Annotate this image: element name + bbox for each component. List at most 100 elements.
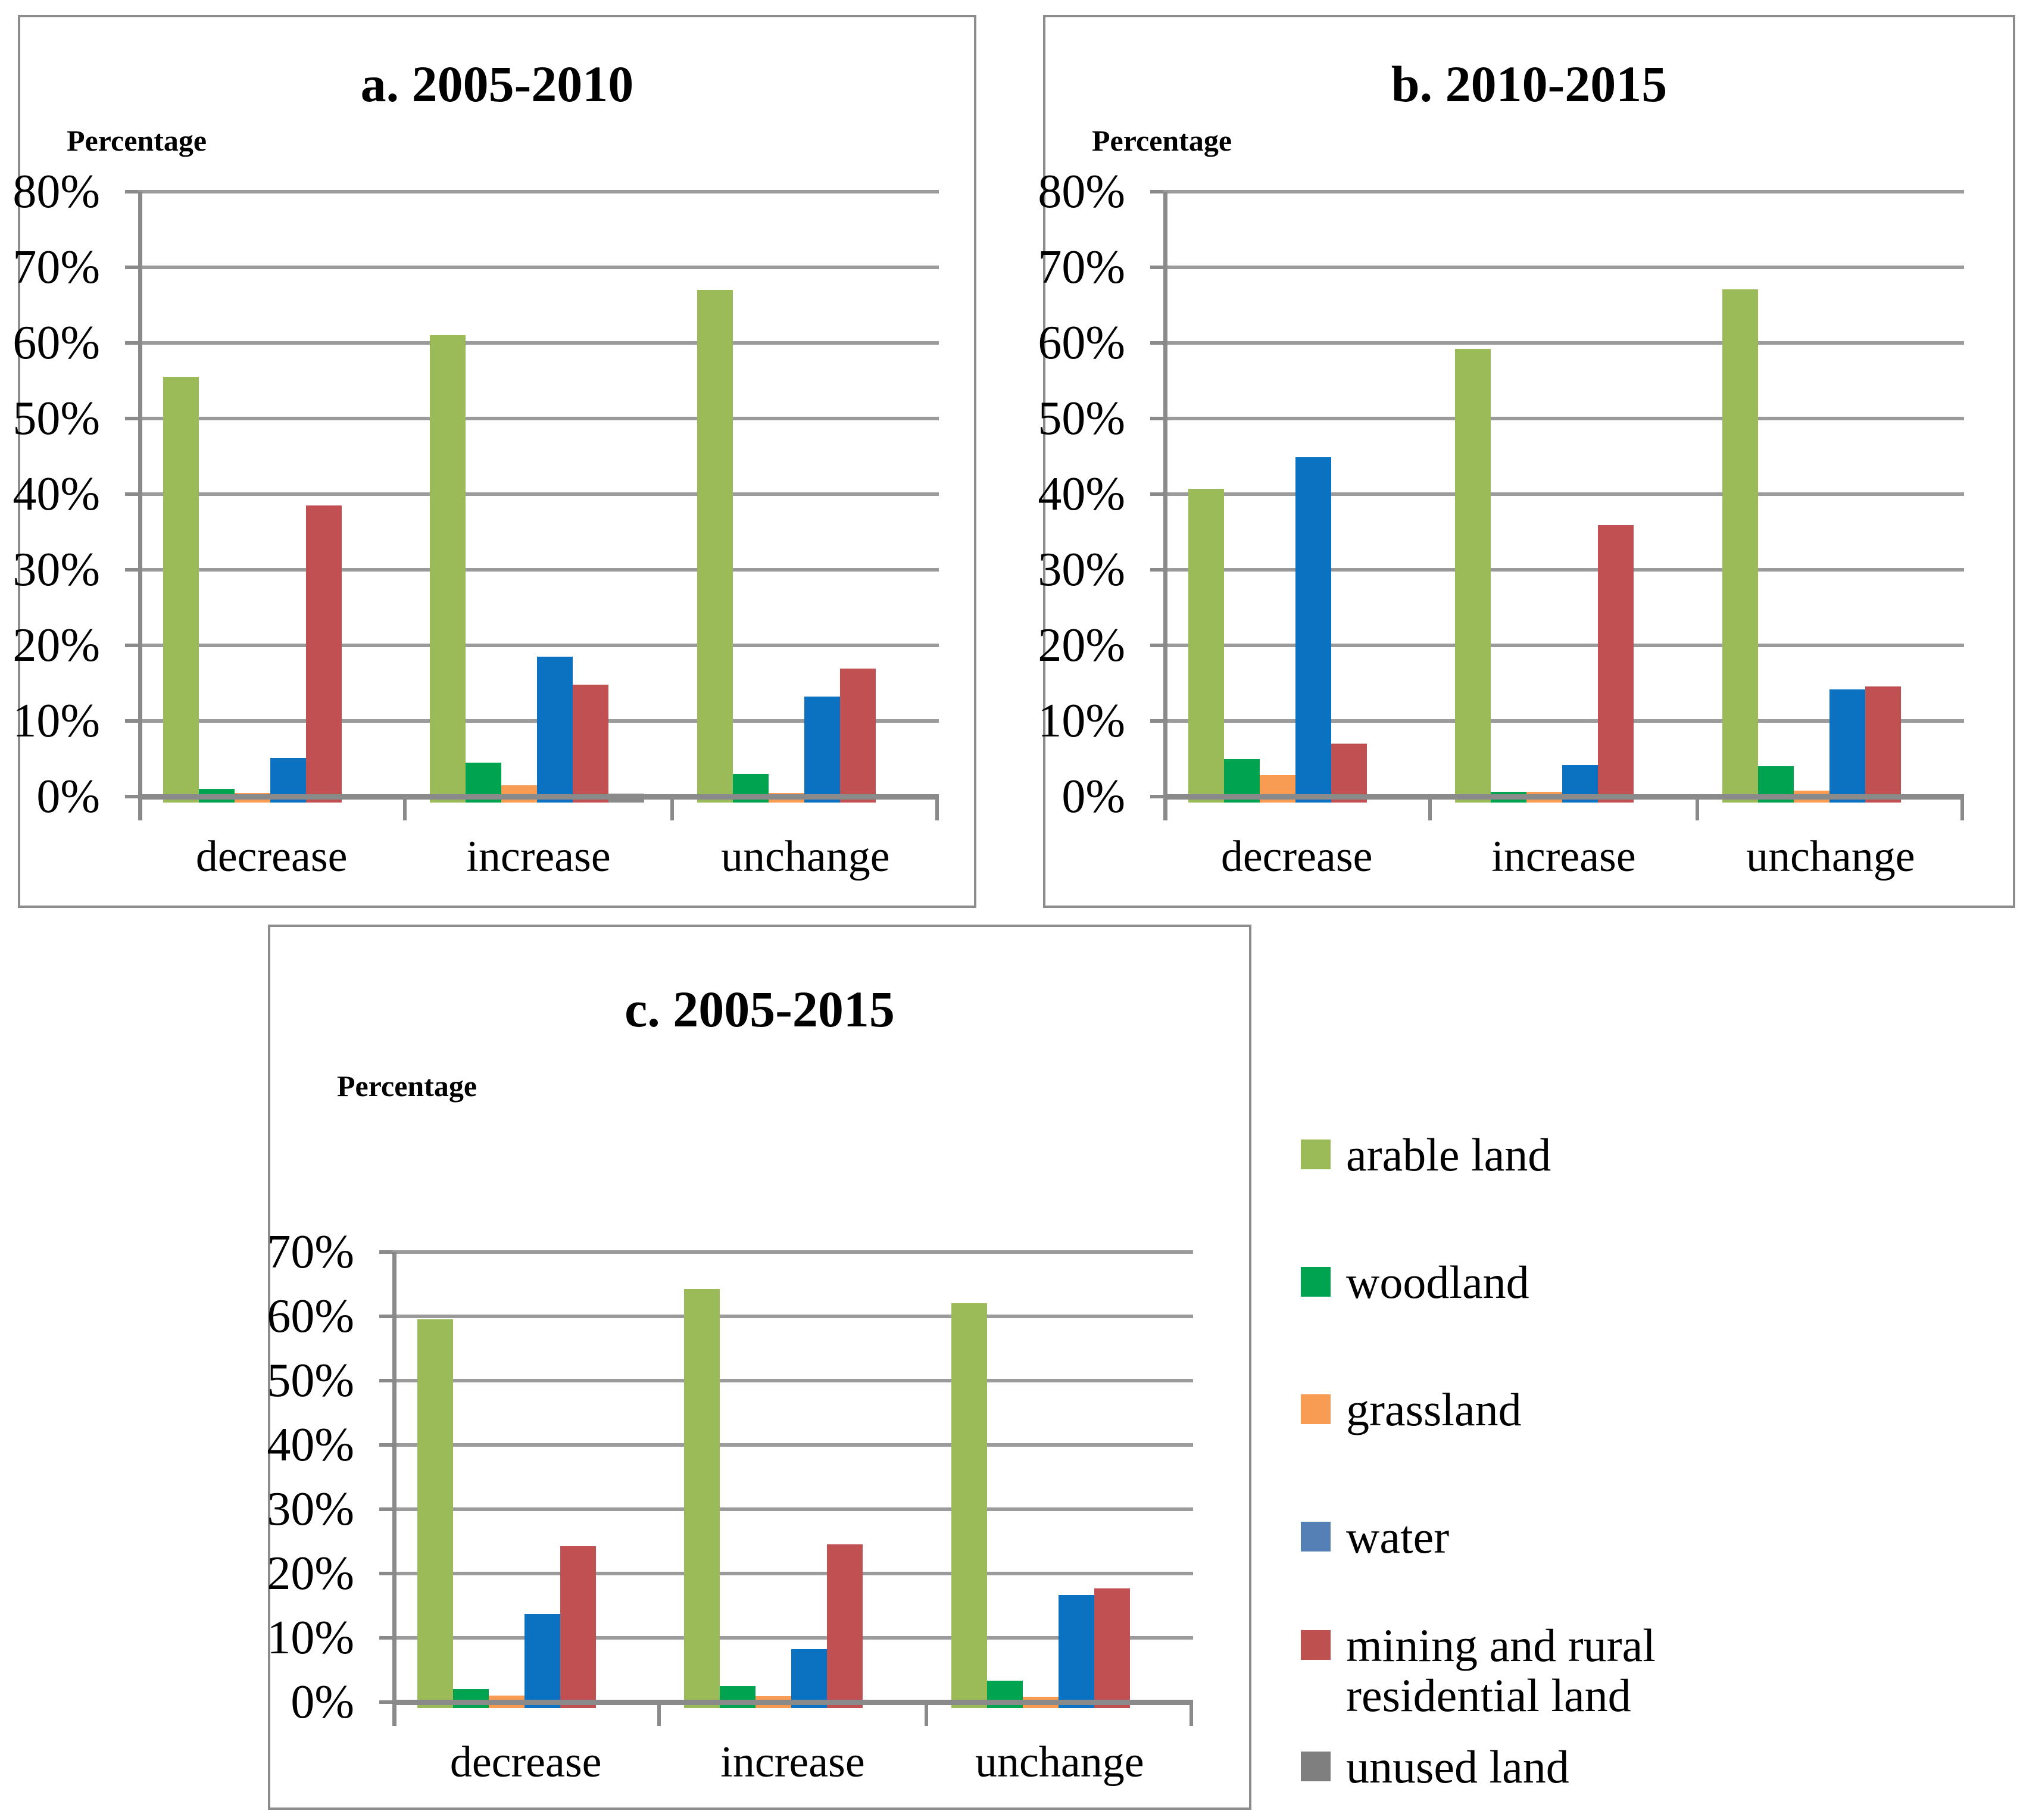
bar-arable-land-unchange xyxy=(951,1303,987,1708)
bar-mining-and-rural-residential-land-decrease xyxy=(560,1546,596,1708)
legend-item-woodland: woodland xyxy=(1301,1257,1529,1307)
y-tick-label: 50% xyxy=(13,392,100,445)
bar-arable-land-unchange xyxy=(1722,289,1758,803)
x-tick-mark xyxy=(1696,797,1699,820)
y-tick-mark xyxy=(379,1572,392,1575)
y-axis-line xyxy=(1163,192,1167,820)
gridline-30 xyxy=(1163,568,1964,572)
gridline-80 xyxy=(138,190,939,193)
y-tick-label: 70% xyxy=(1038,241,1125,294)
legend-label: mining and rural residential land xyxy=(1346,1619,1656,1721)
bar-arable-land-increase xyxy=(430,335,466,803)
bar-water-unchange xyxy=(1058,1594,1094,1708)
x-axis-line xyxy=(1163,794,1964,800)
gridline-40 xyxy=(138,492,939,496)
y-tick-label: 30% xyxy=(13,544,100,596)
gridline-60 xyxy=(1163,341,1964,345)
x-category-labels: decrease increase unchange xyxy=(392,1737,1193,1788)
gridline-30 xyxy=(138,568,939,572)
y-tick-label: 20% xyxy=(13,619,100,672)
y-tick-label: 30% xyxy=(1038,544,1125,596)
y-tick-mark xyxy=(125,341,138,345)
y-tick-label: 40% xyxy=(267,1419,354,1471)
y-tick-mark xyxy=(379,1250,392,1254)
chart-title-b: b. 2010-2015 xyxy=(1391,55,1668,113)
gridline-70 xyxy=(138,266,939,269)
y-tick-mark xyxy=(1150,266,1163,269)
chart-title-c: c. 2005-2015 xyxy=(625,981,895,1038)
x-tick-mark xyxy=(403,797,407,820)
y-tick-label: 50% xyxy=(1038,392,1125,445)
bar-water-decrease xyxy=(1295,457,1331,803)
legend-item-mining-and-rural-residential-land: mining and rural residential land xyxy=(1301,1621,1691,1721)
legend-label: unused land xyxy=(1346,1741,1569,1793)
gridline-50 xyxy=(1163,417,1964,420)
bar-arable-land-increase xyxy=(1455,349,1491,803)
x-tick-mark xyxy=(1189,1702,1193,1726)
y-axis-line xyxy=(392,1252,396,1726)
y-axis-title-b: Percentage xyxy=(1092,124,1232,157)
y-tick-mark xyxy=(125,492,138,496)
bar-water-increase xyxy=(791,1649,828,1708)
gridline-10 xyxy=(1163,719,1964,723)
y-tick-label: 80% xyxy=(13,166,100,218)
legend-swatch-unused-land xyxy=(1301,1752,1331,1781)
y-tick-label: 0% xyxy=(1061,770,1125,823)
y-tick-label: 20% xyxy=(267,1547,354,1600)
y-tick-label: 0% xyxy=(291,1676,354,1728)
y-tick-label: 70% xyxy=(267,1226,354,1278)
gridline-50 xyxy=(138,417,939,420)
legend-item-water: water xyxy=(1301,1512,1449,1562)
legend-item-arable-land: arable land xyxy=(1301,1130,1551,1180)
gridline-30 xyxy=(392,1507,1193,1511)
y-tick-mark xyxy=(379,1315,392,1318)
chart-panel-a: a. 2005-2010 Percentage 10% 20% 30% 40% 50% 6… xyxy=(13,15,976,908)
y-tick-mark xyxy=(379,1443,392,1447)
category-label-increase: increase xyxy=(466,832,611,881)
y-tick-label: 10% xyxy=(1038,695,1125,747)
chart-panel-c: c. 2005-2015 Percentage 10% 20% 30% 40% 50% 6… xyxy=(267,925,1251,1810)
x-tick-mark xyxy=(1428,797,1432,820)
y-tick-mark xyxy=(1150,341,1163,345)
y-tick-label: 10% xyxy=(13,695,100,747)
legend-label: arable land xyxy=(1346,1129,1551,1181)
x-axis-line xyxy=(138,794,939,800)
legend-swatch-arable-land xyxy=(1301,1140,1331,1169)
y-tick-mark xyxy=(1150,644,1163,647)
y-tick-mark xyxy=(379,1700,392,1704)
y-tick-label: 70% xyxy=(13,241,100,294)
category-label-decrease: decrease xyxy=(449,1738,602,1787)
y-tick-label: 80% xyxy=(1038,166,1125,218)
y-tick-mark xyxy=(379,1636,392,1640)
bar-arable-land-decrease xyxy=(417,1319,453,1708)
bar-arable-land-decrease xyxy=(163,377,199,803)
x-tick-mark xyxy=(670,797,674,820)
bar-arable-land-unchange xyxy=(697,290,733,803)
y-tick-mark xyxy=(125,190,138,193)
gridline-20 xyxy=(138,644,939,647)
legend: arable land woodland grassland water min… xyxy=(1301,1130,2009,1815)
bar-water-unchange xyxy=(1829,689,1865,803)
category-label-decrease: decrease xyxy=(195,832,348,881)
gridline-70 xyxy=(392,1250,1193,1254)
gridline-20 xyxy=(1163,644,1964,647)
bar-mining-and-rural-residential-land-increase xyxy=(827,1544,863,1708)
bar-mining-and-rural-residential-land-unchange xyxy=(1094,1588,1130,1708)
bar-woodland-decrease xyxy=(453,1689,489,1708)
y-tick-mark xyxy=(1150,719,1163,723)
x-tick-mark xyxy=(925,1702,928,1726)
legend-item-grassland: grassland xyxy=(1301,1385,1522,1435)
y-tick-mark xyxy=(125,266,138,269)
plot-area-a: 10% 20% 30% 40% 50% 60% 70% 80% 0% decrease increa… xyxy=(13,166,939,881)
category-label-unchange: unchange xyxy=(1746,832,1915,881)
gridline-80 xyxy=(1163,190,1964,193)
gridline-40 xyxy=(392,1443,1193,1447)
bar-mining-and-rural-residential-land-decrease xyxy=(1331,744,1367,803)
y-tick-label: 60% xyxy=(1038,317,1125,369)
plot-area-b: 10% 20% 30% 40% 50% 60% 70% 80% 0% decrease increa… xyxy=(1038,166,1964,881)
y-tick-mark xyxy=(1150,795,1163,798)
y-tick-label: 40% xyxy=(13,468,100,520)
category-label-decrease: decrease xyxy=(1220,832,1373,881)
chart-panel-b: b. 2010-2015 Percentage 10% 20% 30% 40% 50% 6… xyxy=(1038,15,2015,908)
legend-swatch-woodland xyxy=(1301,1267,1331,1297)
